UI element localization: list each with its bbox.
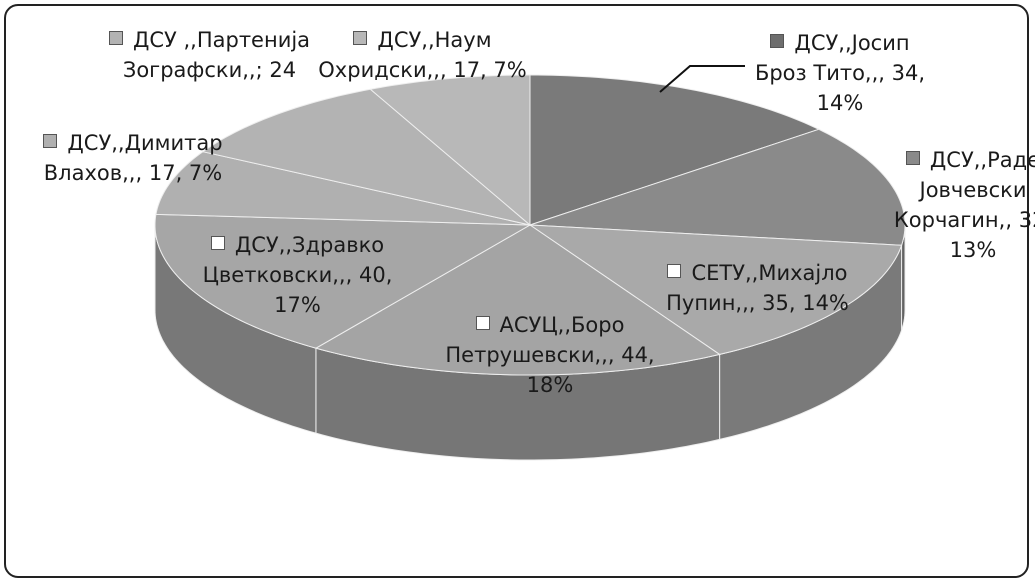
label-name: ДСУ,,Здравко Цветковски,,, — [202, 233, 385, 287]
chart-frame — [4, 4, 1029, 578]
pie-slice — [529, 74, 821, 226]
legend-marker — [770, 34, 785, 48]
label-value: 17, 7% — [148, 161, 223, 185]
legend-marker — [353, 31, 368, 45]
legend-marker — [475, 316, 490, 330]
legend-marker — [43, 134, 58, 148]
data-label: ДСУ,,Здравко Цветковски,,, 40, 17% — [185, 230, 410, 320]
legend-marker — [667, 264, 682, 278]
data-label: АСУЦ,,Боро Петрушевски,,, 44, 18% — [425, 310, 675, 400]
data-label: СЕТУ,,Михајло Пупин,,, 35, 14% — [640, 258, 875, 318]
pie-slice — [528, 224, 903, 355]
pie-slice — [154, 213, 532, 349]
data-label: ДСУ,,Раде Јовчевски Корчагин,, 32, 13% — [868, 145, 1035, 265]
label-name: ДСУ ,,Партенија Зографски,,; — [122, 28, 311, 82]
label-value: 35, 14% — [762, 291, 849, 315]
leader-line — [659, 65, 745, 93]
label-name: ДСУ,,Раде Јовчевски Корчагин,, — [893, 148, 1035, 232]
label-value: 32, 13% — [949, 208, 1035, 262]
data-label: ДСУ,,Наум Охридски,,, 17, 7% — [315, 25, 530, 85]
label-value: 24 — [269, 58, 297, 82]
label-value: 40, 17% — [274, 263, 393, 317]
pie-top — [154, 74, 906, 376]
label-value: 44, 18% — [526, 343, 655, 397]
label-name: АСУЦ,,Боро Петрушевски,,, — [445, 313, 625, 367]
pie-slice — [369, 74, 531, 227]
label-name: ДСУ,,Димитар Влахов,,, — [43, 131, 223, 185]
pie-slice — [529, 128, 906, 246]
legend-marker — [905, 151, 920, 165]
legend-marker — [108, 31, 123, 45]
label-name: ДСУ,,Наум Охридски,,, — [318, 28, 492, 82]
label-value: 34, 14% — [816, 61, 926, 115]
pie-slice — [155, 151, 531, 226]
pie-slice — [201, 88, 531, 226]
data-label: ДСУ,,Јосип Броз Тито,,, 34, 14% — [745, 28, 935, 118]
legend-marker — [210, 236, 225, 250]
pie-sides — [154, 224, 906, 461]
label-name: СЕТУ,,Михајло Пупин,,, — [666, 261, 848, 315]
data-label: ДСУ,,Димитар Влахов,,, 17, 7% — [18, 128, 248, 188]
label-name: ДСУ,,Јосип Броз Тито,,, — [754, 31, 910, 85]
label-value: 17, 7% — [453, 58, 527, 82]
data-label: ДСУ ,,Партенија Зографски,,; 24 — [92, 25, 327, 85]
pie-slice — [314, 224, 721, 376]
